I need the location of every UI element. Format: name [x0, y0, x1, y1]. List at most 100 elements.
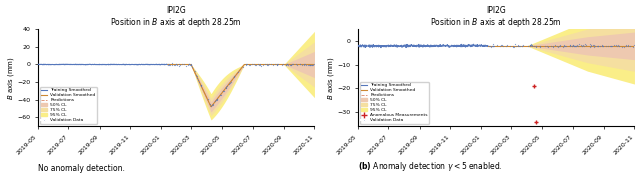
Point — [612, 45, 622, 48]
Point — [596, 45, 607, 48]
Point — [229, 75, 239, 78]
Point — [613, 44, 623, 47]
Point — [500, 45, 511, 48]
Point — [165, 63, 175, 66]
Point — [487, 45, 497, 47]
Point — [212, 98, 222, 100]
Point — [506, 45, 516, 48]
Point — [303, 63, 314, 66]
Point — [598, 45, 608, 47]
Point — [628, 45, 638, 48]
Point — [184, 63, 194, 66]
Point — [196, 84, 206, 87]
Point — [241, 64, 251, 66]
Point — [295, 63, 305, 66]
Point — [525, 44, 536, 46]
Point — [191, 74, 202, 77]
Point — [225, 82, 235, 84]
Point — [603, 44, 613, 47]
Point — [306, 63, 316, 66]
Point — [187, 66, 197, 69]
Point — [307, 63, 317, 66]
Point — [593, 45, 603, 47]
Point — [577, 45, 587, 47]
Point — [256, 64, 266, 67]
Point — [222, 85, 232, 88]
Point — [262, 63, 272, 66]
Point — [294, 63, 305, 66]
Point — [212, 97, 222, 100]
Point — [164, 64, 174, 66]
Point — [264, 63, 275, 66]
Point — [498, 44, 508, 47]
Point — [284, 63, 294, 66]
Point — [272, 63, 282, 65]
Point — [309, 62, 319, 65]
Point — [560, 44, 570, 47]
Point — [617, 45, 627, 48]
Point — [196, 85, 207, 88]
Point — [287, 63, 297, 65]
Point — [579, 44, 589, 47]
Point — [486, 45, 496, 48]
Point — [263, 63, 273, 66]
Point — [611, 44, 621, 47]
Point — [525, 44, 535, 47]
Point — [212, 98, 222, 101]
Point — [600, 45, 611, 47]
Y-axis label: $B$ axis (mm): $B$ axis (mm) — [6, 56, 15, 100]
Point — [623, 44, 633, 47]
Point — [221, 86, 231, 89]
Point — [229, 75, 239, 77]
Point — [576, 44, 586, 47]
Point — [595, 45, 605, 47]
Point — [612, 43, 623, 46]
Point — [237, 65, 248, 68]
Point — [287, 63, 298, 66]
Point — [208, 103, 218, 106]
Point — [255, 63, 265, 66]
Point — [169, 63, 179, 66]
Point — [527, 44, 537, 47]
Point — [488, 44, 499, 47]
Point — [555, 44, 565, 47]
Point — [182, 64, 193, 66]
Point — [531, 45, 541, 48]
Point — [262, 63, 273, 65]
Point — [606, 44, 616, 47]
Point — [580, 43, 590, 46]
Point — [609, 44, 620, 46]
Point — [629, 43, 639, 46]
Point — [552, 46, 563, 48]
Point — [605, 44, 615, 47]
Point — [517, 44, 527, 47]
Point — [241, 63, 252, 66]
Point — [196, 84, 206, 87]
Point — [614, 44, 625, 47]
Point — [218, 90, 228, 93]
Point — [621, 44, 632, 47]
Point — [488, 43, 498, 46]
Point — [246, 62, 257, 65]
Point — [208, 103, 218, 105]
Point — [488, 45, 498, 48]
Point — [249, 63, 259, 65]
Point — [211, 99, 221, 102]
Point — [216, 94, 226, 96]
Point — [163, 63, 173, 66]
Point — [253, 62, 263, 65]
Legend: Training Smoothed, Validation Smoothed, Predictions, 50% CL, 75% CL, 95% CL, Ano: Training Smoothed, Validation Smoothed, … — [360, 82, 429, 124]
Point — [542, 45, 552, 47]
Point — [525, 44, 536, 47]
Point — [585, 43, 595, 46]
Point — [186, 64, 196, 67]
Point — [559, 45, 569, 48]
Point — [492, 44, 502, 47]
Point — [535, 45, 545, 48]
Point — [268, 63, 278, 66]
Point — [180, 64, 191, 67]
Point — [567, 45, 577, 48]
Point — [300, 62, 310, 65]
Point — [586, 44, 596, 47]
Point — [589, 45, 600, 48]
